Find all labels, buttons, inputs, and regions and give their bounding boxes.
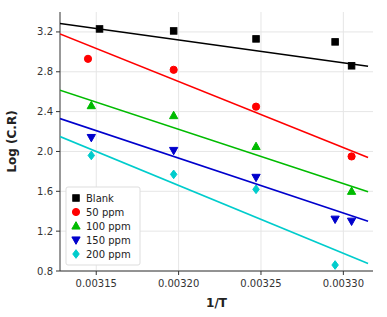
y-tick [56, 191, 60, 192]
x-tick-label: 0.00325 [240, 278, 281, 289]
fit-line [60, 137, 368, 264]
chart: 0.00315 0.00320 0.00325 0.00330 0.8 1.2 1.6 2.0… [0, 0, 387, 317]
fit-line [60, 90, 368, 192]
point [347, 218, 355, 225]
point [252, 103, 259, 110]
y-grid-line [60, 31, 373, 32]
point [252, 142, 260, 149]
y-tick-label: 2.8 [37, 66, 53, 77]
y-grid-line [60, 151, 373, 152]
plot-area [60, 23, 368, 269]
point [84, 55, 91, 62]
y-tick-label: 3.2 [37, 26, 53, 37]
legend-box [66, 187, 140, 265]
x-tick [343, 271, 344, 275]
point [170, 28, 176, 34]
legend-label: Blank [86, 193, 114, 204]
series [60, 137, 368, 270]
point [170, 147, 178, 154]
point [170, 66, 177, 73]
point [170, 111, 178, 118]
point [331, 216, 339, 223]
y-grid-line [60, 271, 373, 272]
y-axis-line [60, 12, 61, 271]
point [87, 134, 95, 141]
series [60, 119, 368, 226]
point [253, 36, 259, 42]
x-axis-line [60, 271, 373, 272]
y-grid-line [60, 111, 373, 112]
axes: 0.00315 0.00320 0.00325 0.00330 0.8 1.2 1.6 2.0… [37, 12, 373, 289]
x-tick [96, 271, 97, 275]
point [87, 101, 95, 108]
y-axis-label: Log (C.R) [5, 110, 19, 172]
point [347, 187, 355, 194]
point [348, 63, 354, 69]
x-tick-label: 0.00315 [76, 278, 117, 289]
fit-line [60, 34, 368, 158]
y-tick [56, 231, 60, 232]
point [170, 170, 176, 179]
y-grid-line [60, 71, 373, 72]
x-tick [178, 271, 179, 275]
grid [60, 12, 373, 271]
point [332, 261, 338, 270]
x-tick [260, 271, 261, 275]
y-tick [56, 71, 60, 72]
y-tick [56, 271, 60, 272]
legend-marker [72, 208, 79, 215]
legend-label: 150 ppm [86, 235, 131, 246]
background [0, 0, 387, 317]
legend-label: 200 ppm [86, 249, 131, 260]
x-grid-line [343, 12, 344, 271]
legend-marker [72, 222, 80, 229]
y-tick-label: 1.6 [37, 186, 53, 197]
point [253, 185, 259, 194]
point [88, 151, 94, 160]
fit-line [60, 23, 368, 66]
y-tick [56, 151, 60, 152]
legend-label: 50 ppm [86, 207, 124, 218]
y-tick-label: 1.2 [37, 226, 53, 237]
y-tick-label: 0.8 [37, 266, 53, 277]
y-tick [56, 111, 60, 112]
point [348, 153, 355, 160]
point [252, 174, 260, 181]
y-tick-label: 2.4 [37, 106, 53, 117]
legend-marker [72, 237, 80, 244]
legend: Blank 50 ppm 100 ppm 150 ppm 200 ppm [66, 187, 140, 265]
x-tick-label: 0.00320 [158, 278, 199, 289]
series [60, 90, 368, 194]
y-tick-label: 2.0 [37, 146, 53, 157]
x-axis-label: 1/T [206, 296, 228, 310]
y-tick [56, 31, 60, 32]
legend-marker [73, 195, 79, 201]
x-grid-line [178, 12, 179, 271]
x-tick-label: 0.00330 [323, 278, 364, 289]
legend-marker [73, 250, 79, 259]
series [60, 23, 368, 69]
point [96, 26, 102, 32]
fit-line [60, 119, 368, 222]
point [332, 39, 338, 45]
legend-label: 100 ppm [86, 221, 131, 232]
